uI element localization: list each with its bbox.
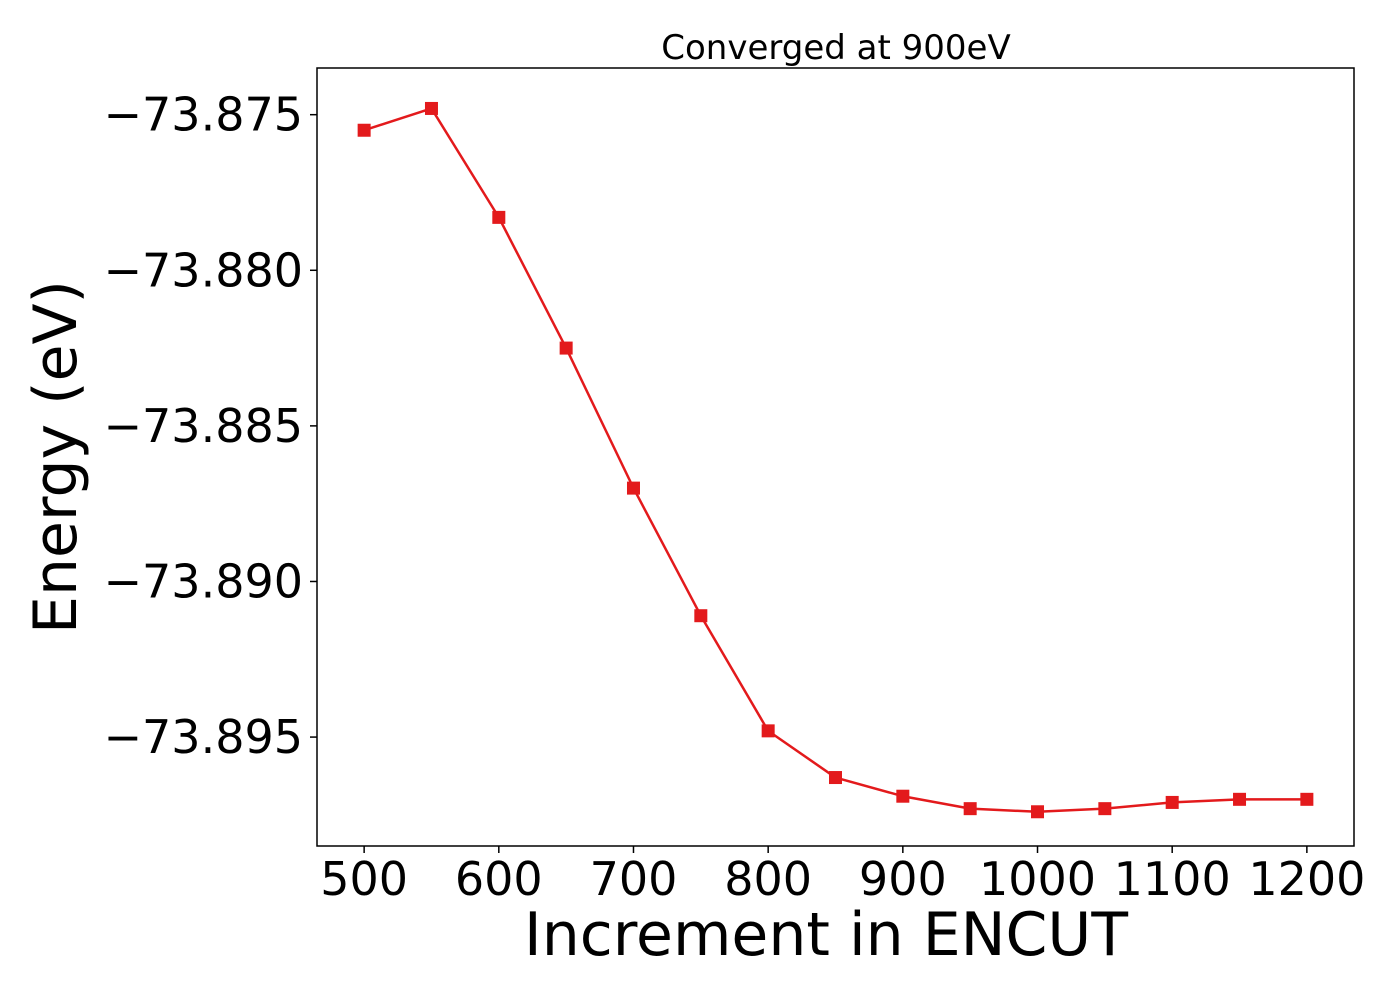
x-axis-ticks: 500 600 700 800 900 1000 1100 1200 — [320, 846, 1365, 906]
y-tick-label: −73.875 — [104, 88, 304, 142]
data-point-marker — [492, 210, 506, 224]
x-tick-label: 800 — [724, 852, 812, 906]
data-point-marker — [424, 101, 438, 115]
data-point-marker — [1233, 792, 1247, 806]
plot-area — [357, 101, 1314, 819]
data-point-marker — [559, 341, 573, 355]
x-tick-label: 1000 — [979, 852, 1096, 906]
chart-title: Converged at 900eV — [661, 28, 1010, 68]
series-line — [363, 107, 1307, 814]
y-axis-ticks: −73.875 −73.880 −73.885 −73.890 −73.895 — [104, 88, 317, 764]
data-point-marker — [1031, 805, 1045, 819]
data-point-marker — [963, 802, 977, 816]
x-tick-label: 1100 — [1114, 852, 1231, 906]
y-tick-label: −73.895 — [104, 710, 304, 764]
data-point-marker — [1300, 792, 1314, 806]
x-tick-label: 900 — [859, 852, 947, 906]
data-point-marker — [896, 789, 910, 803]
x-tick-label: 600 — [455, 852, 543, 906]
y-tick-label: −73.880 — [104, 243, 304, 297]
x-tick-label: 700 — [590, 852, 678, 906]
plot-frame — [316, 67, 1355, 847]
data-point-marker — [829, 771, 842, 785]
data-point-marker — [626, 481, 640, 495]
data-point-marker — [1098, 802, 1112, 816]
data-point-marker — [761, 724, 775, 738]
data-point-marker — [1165, 795, 1179, 809]
x-tick-label: 500 — [320, 852, 408, 906]
data-point-marker — [694, 609, 708, 623]
x-tick-label: 1200 — [1248, 852, 1365, 906]
y-axis-label: Energy (eV) — [21, 280, 91, 634]
y-tick-label: −73.890 — [104, 554, 304, 608]
x-axis-label: Increment in ENCUT — [524, 900, 1128, 970]
data-point-marker — [357, 123, 371, 137]
y-tick-label: −73.885 — [104, 399, 304, 453]
